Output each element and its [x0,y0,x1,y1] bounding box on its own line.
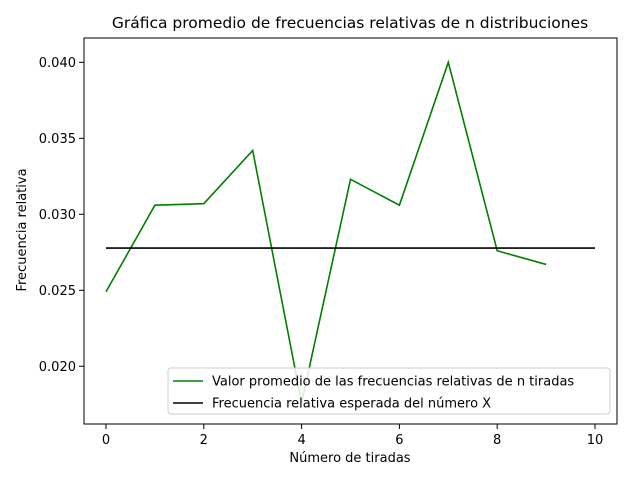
y-tick-label: 0.035 [39,132,76,147]
y-tick-label: 0.020 [39,360,76,375]
legend-entry-1: Valor promedio de las frecuencias relati… [212,375,574,390]
legend-box [167,367,611,415]
y-axis-label: Frecuencia relativa [15,168,30,291]
legend: Valor promedio de las frecuencias relati… [167,367,611,415]
y-tick-label: 0.025 [39,284,76,299]
y-tick-label: 0.030 [39,208,76,223]
x-tick-label: 2 [200,433,208,448]
y-axis: 0.020 0.025 0.030 0.035 0.040 [39,56,84,375]
x-tick-label: 8 [493,433,501,448]
series-line-1 [105,59,547,403]
x-axis: 0 2 4 6 8 10 [102,424,603,448]
x-tick-label: 6 [395,433,403,448]
plot-area [83,37,618,425]
plot-frame [83,37,618,425]
y-tick-label: 0.040 [39,56,76,71]
x-axis-label: Número de tiradas [289,451,410,466]
x-tick-label: 10 [587,433,604,448]
chart-title: Gráfica promedio de frecuencias relativa… [112,14,588,32]
legend-entry-2: Frecuencia relativa esperada del número … [212,397,491,412]
x-tick-label: 0 [102,433,110,448]
x-tick-label: 4 [297,433,305,448]
